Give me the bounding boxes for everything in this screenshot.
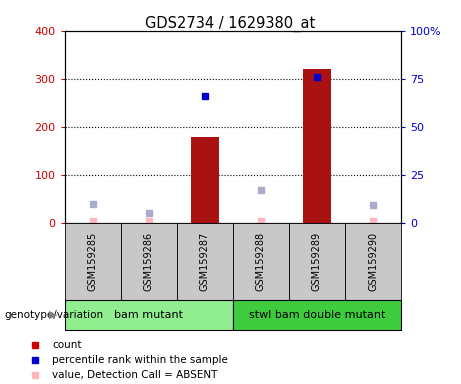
Text: bam mutant: bam mutant [114, 310, 183, 320]
Text: GSM159286: GSM159286 [144, 232, 154, 291]
Bar [233, 300, 401, 330]
Text: GSM159287: GSM159287 [200, 232, 210, 291]
Bar [289, 223, 345, 300]
Bar [303, 69, 331, 223]
Text: GSM159290: GSM159290 [368, 232, 378, 291]
Text: percentile rank within the sample: percentile rank within the sample [52, 355, 228, 365]
Text: ▶: ▶ [49, 310, 57, 320]
Text: GSM159285: GSM159285 [88, 232, 98, 291]
Bar [65, 223, 121, 300]
Text: count: count [52, 340, 82, 350]
Text: GSM159289: GSM159289 [312, 232, 322, 291]
Bar [191, 137, 219, 223]
Bar [177, 223, 233, 300]
Text: value, Detection Call = ABSENT: value, Detection Call = ABSENT [52, 370, 218, 380]
Bar [65, 300, 233, 330]
Text: GDS2734 / 1629380_at: GDS2734 / 1629380_at [145, 15, 316, 31]
Bar [345, 223, 401, 300]
Text: stwl bam double mutant: stwl bam double mutant [249, 310, 385, 320]
Bar [233, 223, 289, 300]
Text: GSM159288: GSM159288 [256, 232, 266, 291]
Bar [121, 223, 177, 300]
Text: genotype/variation: genotype/variation [5, 310, 104, 320]
